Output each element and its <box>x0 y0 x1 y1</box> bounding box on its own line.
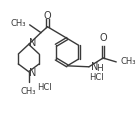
Text: HCl: HCl <box>37 83 52 92</box>
Text: O: O <box>99 33 107 43</box>
Text: N: N <box>91 62 99 72</box>
Text: N: N <box>29 38 37 48</box>
Text: O: O <box>44 11 51 21</box>
Text: HCl: HCl <box>89 73 104 82</box>
Text: CH₃: CH₃ <box>121 57 136 66</box>
Text: CH₃: CH₃ <box>10 19 26 28</box>
Text: N: N <box>29 68 37 78</box>
Text: CH₃: CH₃ <box>21 87 36 96</box>
Text: H: H <box>96 64 103 73</box>
